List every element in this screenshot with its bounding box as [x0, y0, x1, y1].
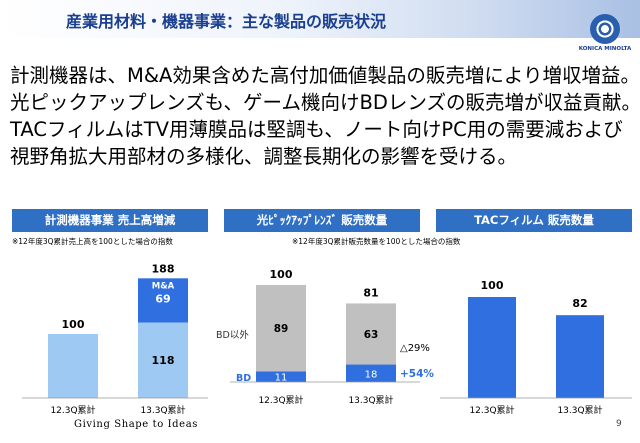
- tagline: Giving Shape to Ideas: [74, 419, 198, 430]
- series-label: BD以外: [216, 329, 249, 341]
- summary-line: 計測機器は、M&A効果含めた高付加価値製品の販売増により増収増益。: [10, 64, 640, 87]
- panel-title-measuring: 計測機器事業 売上高増減: [12, 209, 208, 232]
- bar-other: [346, 303, 396, 365]
- summary-line: 視野角拡大用部材の多様化、調整長期化の影響を受ける。: [10, 145, 518, 168]
- series-label: BD: [236, 373, 251, 384]
- x-tick-label: 13.3Q累計: [348, 394, 393, 406]
- panel-note-measuring: ※12年度3Q累計売上高を100とした場合の指数: [12, 237, 173, 246]
- bar-value-label: 18: [365, 369, 378, 380]
- summary-text: 計測機器は、M&A効果含めた高付加価値製品の販売増により増収増益。 光ピックアッ…: [10, 62, 640, 170]
- bar-value-label: 100: [481, 279, 504, 292]
- bar-other: [256, 285, 306, 372]
- company-logo: KONICA MINOLTA: [575, 14, 635, 52]
- bar-bd: [256, 371, 306, 382]
- x-tick-label: 13.3Q累計: [557, 404, 602, 416]
- bar-value-label: 89: [274, 323, 289, 335]
- summary-line: 光ピックアップレンズも、ゲーム機向けBDレンズの販売増が収益貢献。: [10, 91, 640, 114]
- panel-title-tac: TACフィルム 販売数量: [436, 209, 632, 232]
- bar-total-label: 81: [363, 286, 378, 299]
- page-number: 9: [616, 419, 622, 429]
- x-tick-label: 12.3Q累計: [258, 394, 303, 406]
- bar-total-label: 100: [62, 318, 85, 331]
- x-tick-label: 12.3Q累計: [50, 404, 95, 416]
- bar-bd: [346, 364, 396, 382]
- bar-value-label: 118: [152, 354, 175, 367]
- bar-total-label: 100: [270, 268, 293, 281]
- panel-note-pickup: ※12年度3Q累計販売数量を100とした場合の指数: [292, 237, 461, 246]
- bar-value-label: 11: [275, 373, 288, 384]
- bar-value-label: 82: [572, 297, 587, 310]
- page-title: 産業用材料・機器事業：主な製品の販売状況: [66, 12, 387, 31]
- panel-title-pickup: 光ﾋﾟｯｸｱｯﾌﾟﾚﾝｽﾞ 販売数量: [224, 209, 420, 232]
- header-bar: [0, 0, 640, 38]
- change-annotation: +54%: [400, 368, 434, 380]
- bar-value-label: 69: [155, 292, 170, 305]
- change-annotation: △29%: [400, 343, 430, 354]
- globe-logo-icon: [590, 14, 620, 44]
- bar-base: [48, 334, 98, 398]
- bar-base: [138, 322, 188, 398]
- x-tick-label: 13.3Q累計: [140, 404, 185, 416]
- bar-ma: [138, 278, 188, 323]
- bar-value-label: 63: [364, 329, 379, 341]
- bar: [556, 315, 604, 398]
- x-tick-label: 12.3Q累計: [469, 404, 514, 416]
- series-label: M&A: [152, 281, 175, 291]
- bar: [468, 297, 516, 398]
- bar-total-label: 188: [152, 262, 175, 275]
- logo-text: KONICA MINOLTA: [578, 46, 632, 52]
- summary-line: TACフィルムはTV用薄膜品は堅調も、ノート向けPC用の需要減および: [10, 118, 623, 141]
